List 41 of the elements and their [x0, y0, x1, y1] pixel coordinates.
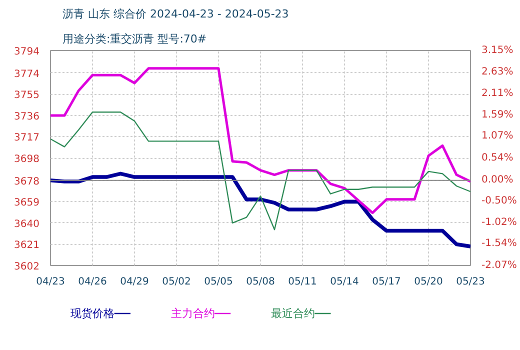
legend-label: 现货价格	[70, 307, 115, 320]
x-tick-label: 05/08	[246, 276, 275, 288]
y-tick-label: 3640	[14, 218, 40, 230]
y2-tick-label: -1.02%	[482, 216, 517, 228]
y-tick-label: 3659	[14, 198, 40, 209]
y-tick-label: 3678	[14, 176, 40, 188]
x-tick-label: 05/14	[330, 276, 359, 288]
line-series	[50, 172, 470, 248]
x-tick-label: 05/05	[204, 276, 233, 288]
x-tick-label: 04/26	[78, 276, 107, 288]
y2-tick-label: 2.63%	[482, 66, 514, 78]
line-series	[50, 111, 470, 230]
x-tick-label: 05/11	[288, 276, 317, 288]
line-series	[50, 67, 470, 214]
y2-tick-label: -0.50%	[482, 195, 517, 206]
x-tick-label: 04/29	[120, 276, 149, 288]
x-tick-label: 05/02	[162, 276, 191, 288]
y2-tick-label: 3.15%	[482, 45, 514, 56]
y-tick-label: 3774	[14, 68, 40, 80]
x-tick-label: 05/17	[372, 276, 401, 288]
chart-subtitle: 用途分类:重交沥青 型号:70#	[62, 32, 207, 46]
y-tick-label: 3736	[14, 111, 40, 122]
x-tick-label: 04/23	[36, 276, 65, 288]
y2-tick-label: 0.54%	[482, 152, 514, 164]
chart-title: 沥青 山东 综合价 2024-04-23 - 2024-05-23	[62, 8, 289, 20]
y2-tick-label: -2.07%	[482, 260, 517, 271]
y-tick-label: 3717	[14, 132, 40, 144]
y2-tick-label: 2.11%	[482, 88, 514, 99]
y-tick-label: 3755	[14, 90, 40, 102]
y-tick-label: 3602	[14, 262, 40, 272]
y2-tick-label: 1.07%	[482, 130, 514, 142]
y-tick-label: 3698	[14, 154, 40, 165]
legend-label: 最近合约	[271, 307, 315, 320]
x-tick-label: 05/20	[414, 276, 443, 288]
y2-tick-label: -1.54%	[482, 238, 517, 250]
y2-tick-label: 0.00%	[482, 174, 514, 186]
y-tick-label: 3794	[14, 46, 40, 58]
legend-label: 主力合约	[170, 307, 215, 320]
x-tick-label: 05/23	[456, 276, 485, 288]
y-tick-label: 3621	[14, 240, 40, 252]
y2-tick-label: 1.59%	[482, 109, 514, 120]
